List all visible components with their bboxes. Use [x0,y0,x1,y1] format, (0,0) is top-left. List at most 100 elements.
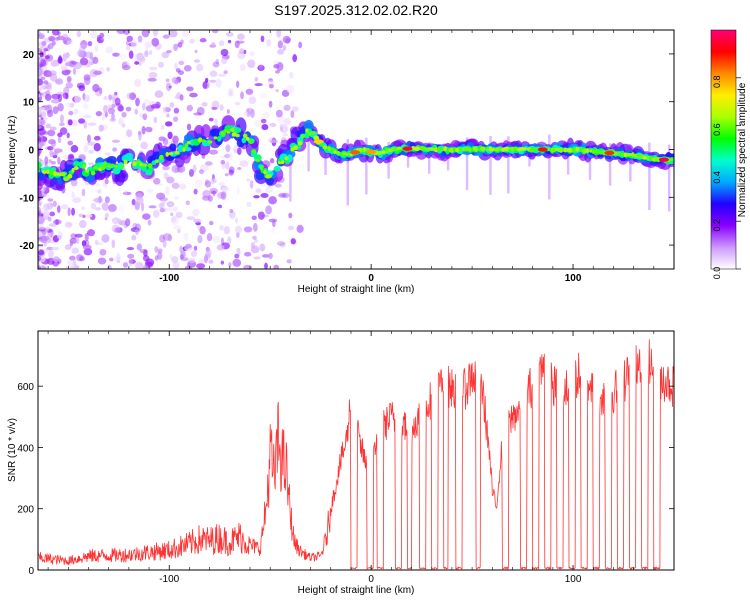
spectrogram-noise-blob [43,210,50,217]
spectrogram-x-tick-label: 100 [565,273,582,284]
spectrogram-trace-blob [568,147,573,153]
spectrogram-trace-blob [494,147,501,152]
spectrogram-trace-blob [523,147,527,151]
spectrogram-noise-blob [260,193,269,198]
spectrogram-trace-blob [242,133,248,139]
spectrogram-noise-blob [246,107,254,115]
spectrogram-noise-blob [92,56,99,65]
spectrogram-trace-blob [533,147,539,152]
spectrogram-noise-blob [108,94,113,101]
spectrogram-noise-blob [194,59,200,63]
spectrogram-noise-blob [286,259,292,264]
spectrogram-noise-blob [118,117,124,126]
spectrogram-noise-blob [148,71,158,79]
spectrogram-noise-blob [163,172,169,180]
spectrogram-noise-blob [236,247,240,253]
spectrogram-noise-blob [38,196,41,202]
snr-x-tick-label: -100 [159,574,179,585]
spectrogram-noise-blob [59,127,68,135]
spectrogram-noise-blob [135,97,140,107]
spectrogram-noise-blob [94,239,99,246]
spectrogram-noise-blob [90,30,98,39]
spectrogram-noise-blob [276,241,286,246]
snr-y-tick-label: 400 [17,443,34,454]
spectrogram-noise-blob [85,51,92,59]
spectrogram-noise-blob [81,240,87,247]
spectrogram-noise-blob [38,210,42,217]
spectrogram-noise-blob [214,118,219,127]
spectrogram-noise-blob [38,68,43,77]
colorbar: 0.0 0.2 0.4 0.6 0.8 Normalized spectral ampl… [710,29,748,279]
spectrogram-noise-blob [139,56,146,62]
spectrogram-noise-blob [109,118,117,122]
spectrogram-trace-blob [626,153,632,157]
spectrogram-noise-blob [44,93,52,101]
spectrogram-streak [548,134,551,200]
spectrogram-trace-blob [184,143,189,148]
spectrogram-noise-blob [202,195,211,201]
spectrogram-noise-blob [49,144,55,151]
spectrogram-streak [346,138,349,206]
spectrogram-trace-blob [310,131,316,135]
spectrogram-noise-blob [220,159,226,165]
spectrogram-noise-blob [52,154,58,159]
colorbar-tick-label: 0.4 [712,171,722,184]
spectrogram-noise-blob [71,119,78,127]
spectrogram-noise-blob [184,265,193,269]
spectrogram-noise-blob [59,114,64,123]
spectrogram-noise-blob [71,207,76,216]
spectrogram-noise-blob [283,117,291,126]
spectrogram-y-tick-label: 0 [28,146,34,157]
spectrogram-noise-blob [99,248,107,256]
spectrogram-noise-blob [39,58,48,68]
spectrogram-noise-blob [212,190,216,197]
spectrogram-noise-blob [81,188,86,197]
spectrogram-noise-blob [97,257,107,265]
spectrogram-noise-blob [69,241,73,247]
spectrogram-noise-blob [180,39,184,45]
spectrogram-noise-blob [193,188,198,195]
spectrogram-noise-blob [226,109,230,114]
spectrogram-noise-blob [258,64,264,70]
spectrogram-noise-blob [172,135,179,144]
spectrogram-noise-blob [104,152,112,156]
spectrogram-noise-blob [193,218,202,223]
spectrogram-noise-blob [103,96,108,101]
spectrogram-noise-blob [217,204,223,209]
spectrogram-noise-blob [212,61,220,68]
spectrogram-noise-blob [38,124,42,130]
spectrogram-noise-blob [61,34,69,39]
spectrogram-noise-blob [268,252,273,260]
spectrogram-noise-blob [144,41,153,48]
spectrogram-noise-blob [227,87,234,94]
spectrogram-noise-blob [53,219,62,225]
spectrogram-noise-blob [104,196,110,204]
snr-panel: -100 0 100 0 200 400 600 Height of straight l… [7,330,675,596]
spectrogram-trace-blob [563,147,567,153]
spectrogram-noise-blob [186,104,194,112]
spectrogram-trace-blob [480,146,486,152]
spectrogram-streak [588,142,592,180]
spectrogram-noise-blob [269,122,277,127]
spectrogram-noise-blob [161,51,170,59]
spectrogram-noise-blob [78,213,84,218]
spectrogram-trace-blob [455,148,460,153]
spectrogram-noise-blob [83,103,89,109]
spectrogram-noise-blob [212,235,221,244]
spectrogram-trace-blob [345,152,350,156]
spectrogram-noise-blob [205,248,212,258]
spectrogram-noise-blob [254,83,263,87]
spectrogram-noise-blob [164,121,173,127]
spectrogram-noise-blob [148,205,157,209]
spectrogram-trace-blob [501,147,506,152]
spectrogram-noise-blob [277,48,285,55]
spectrogram-noise-blob [142,213,151,220]
spectrogram-trace-blob [71,168,75,173]
spectrogram-noise-blob [111,103,116,109]
spectrogram-noise-blob [277,40,283,49]
spectrogram-trace-blob [135,160,142,164]
spectrogram-noise-blob [275,88,280,93]
spectrogram-noise-blob [66,101,72,108]
spectrogram-noise-blob [38,34,45,40]
spectrogram-noise-blob [237,147,242,155]
